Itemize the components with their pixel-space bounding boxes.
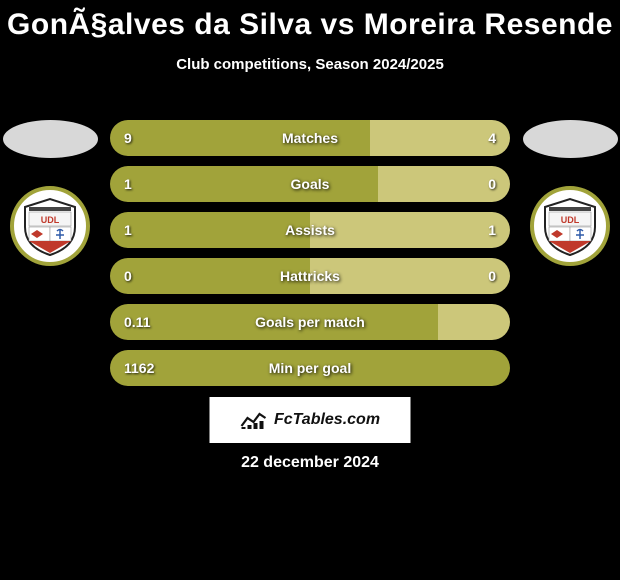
player-right-column: UDL [520, 120, 620, 266]
stat-right-value: 0 [310, 258, 510, 294]
stat-left-value: 1 [110, 212, 310, 248]
stat-right-value: 0 [378, 166, 510, 202]
player-right-silhouette [523, 120, 618, 158]
stat-row: 00Hattricks [110, 258, 510, 294]
page-title: GonÃ§alves da Silva vs Moreira Resende [0, 0, 620, 42]
player-left-silhouette [3, 120, 98, 158]
stat-row: 94Matches [110, 120, 510, 156]
date-text: 22 december 2024 [0, 454, 620, 472]
stat-right-value [438, 304, 510, 340]
stat-left-value: 0 [110, 258, 310, 294]
crest-right-icon: UDL [539, 195, 601, 257]
player-left-crest: UDL [10, 186, 90, 266]
svg-text:UDL: UDL [561, 215, 580, 225]
stat-left-value: 9 [110, 120, 370, 156]
attribution-text: FcTables.com [274, 411, 380, 429]
player-left-column: UDL [0, 120, 100, 266]
stat-bars: 94Matches 10Goals 11Assists 00Hattricks 0.11… [110, 120, 510, 396]
stat-row: 1162Min per goal [110, 350, 510, 386]
svg-text:UDL: UDL [41, 215, 60, 225]
fctables-logo-icon [240, 410, 268, 430]
stat-row: 11Assists [110, 212, 510, 248]
stat-left-value: 1162 [110, 350, 510, 386]
stat-row: 0.11Goals per match [110, 304, 510, 340]
stat-right-value: 4 [370, 120, 510, 156]
attribution-badge: FcTables.com [208, 395, 413, 445]
stat-row: 10Goals [110, 166, 510, 202]
stat-left-value: 0.11 [110, 304, 438, 340]
stat-right-value: 1 [310, 212, 510, 248]
subtitle: Club competitions, Season 2024/2025 [0, 56, 620, 73]
stat-left-value: 1 [110, 166, 378, 202]
player-right-crest: UDL [530, 186, 610, 266]
crest-left-icon: UDL [19, 195, 81, 257]
